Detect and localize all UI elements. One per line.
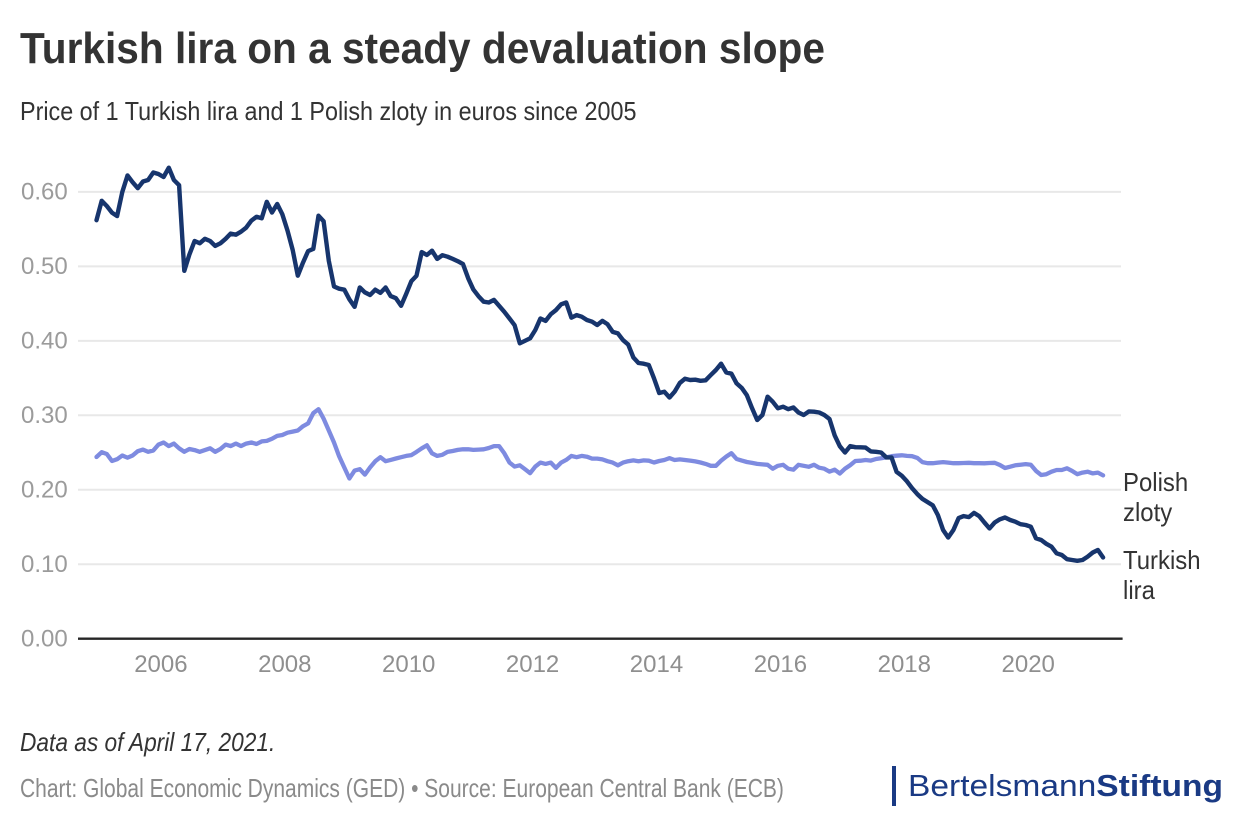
svg-text:2016: 2016 — [754, 651, 807, 678]
svg-text:2012: 2012 — [506, 651, 559, 678]
svg-text:0.10: 0.10 — [21, 551, 68, 578]
svg-text:0.00: 0.00 — [21, 626, 68, 653]
svg-text:0.20: 0.20 — [21, 477, 68, 504]
svg-text:0.40: 0.40 — [21, 328, 68, 355]
svg-text:0.60: 0.60 — [21, 179, 68, 206]
svg-text:2008: 2008 — [258, 651, 311, 678]
svg-text:2020: 2020 — [1002, 651, 1055, 678]
svg-text:0.30: 0.30 — [21, 402, 68, 429]
svg-text:0.50: 0.50 — [21, 253, 68, 280]
svg-text:2014: 2014 — [630, 651, 683, 678]
svg-text:2018: 2018 — [878, 651, 931, 678]
svg-text:2010: 2010 — [382, 651, 435, 678]
svg-text:2006: 2006 — [134, 651, 187, 678]
